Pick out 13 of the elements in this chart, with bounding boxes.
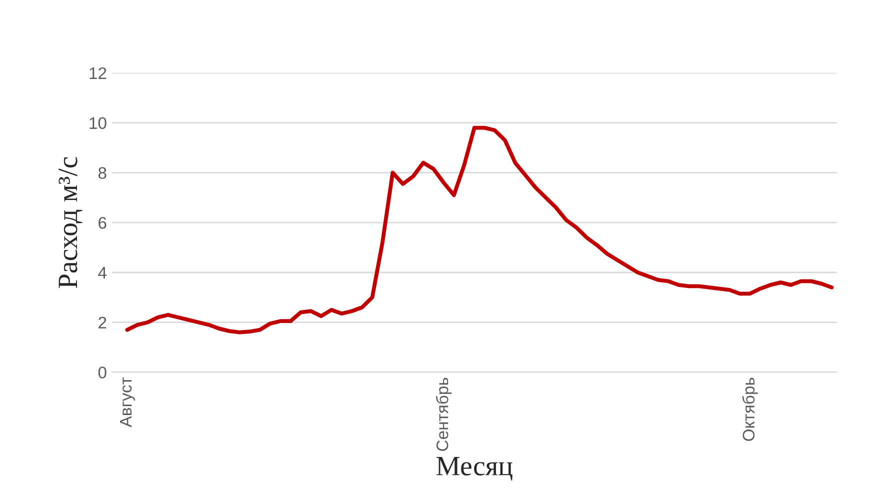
y-axis-title: Расход м³/с	[58, 157, 82, 288]
y-tick-label: 0	[98, 366, 106, 378]
x-tick-label: Август	[120, 377, 135, 428]
x-axis-title: Месяц	[436, 456, 512, 481]
y-tick-label: 10	[90, 117, 106, 130]
x-tick-label: Октябрь	[742, 378, 758, 441]
line-series	[125, 126, 834, 334]
y-tick-label: 6	[98, 216, 106, 229]
y-tick-label: 8	[98, 167, 106, 179]
x-tick-label: Сентябрь	[436, 378, 452, 451]
y-tick-label: 2	[98, 316, 106, 328]
y-tick-label: 4	[98, 267, 107, 278]
y-tick-label: 12	[90, 67, 106, 79]
